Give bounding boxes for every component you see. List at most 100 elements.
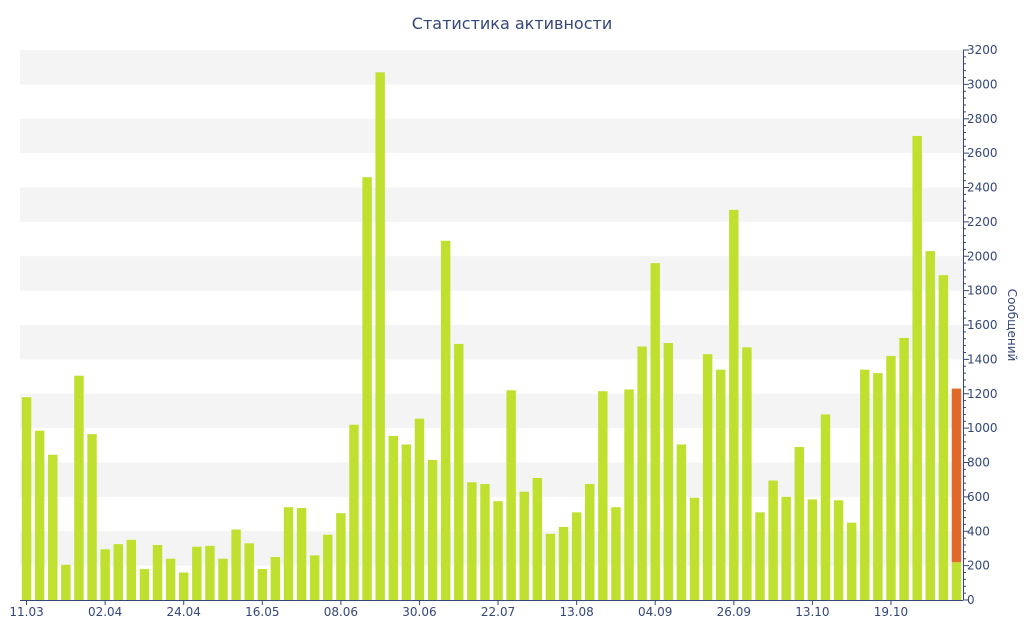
bar — [794, 447, 804, 600]
bar — [650, 263, 660, 600]
grid-band — [20, 50, 963, 85]
y-tick-label: 1600 — [967, 318, 998, 332]
x-tick-label: 22.07 — [481, 605, 515, 619]
bar — [283, 507, 294, 600]
x-tick-labels: 11.03 02.04 24.04 16.05 08.06 30.06 22.07 13.08… — [9, 605, 908, 619]
bar — [349, 424, 359, 600]
bar — [493, 501, 503, 600]
x-tick-label: 24.04 — [167, 605, 201, 619]
y-tick-label: 2000 — [967, 249, 998, 263]
bar — [663, 343, 674, 600]
bar — [676, 444, 687, 600]
y-tick-label: 0 — [967, 593, 975, 607]
bar — [375, 72, 385, 600]
bar — [545, 533, 556, 600]
bar — [598, 391, 608, 600]
axes-group — [20, 49, 969, 605]
bar — [74, 375, 84, 600]
bar — [689, 497, 700, 600]
bar — [454, 343, 464, 600]
bar — [401, 444, 412, 600]
bar — [506, 390, 516, 600]
bar — [702, 354, 713, 600]
bar — [467, 482, 477, 600]
grid-band — [20, 393, 963, 429]
grid-band — [20, 325, 963, 360]
y-tick-label: 2800 — [967, 112, 998, 126]
x-tick-label: 26.09 — [717, 605, 751, 619]
x-tick-label: 13.08 — [559, 605, 593, 619]
bar — [755, 512, 765, 600]
y-tick-label: 200 — [967, 559, 990, 573]
y-tick-label: 800 — [967, 456, 990, 470]
bar — [87, 434, 97, 600]
x-tick-label: 02.04 — [88, 605, 122, 619]
bar — [912, 135, 922, 600]
grid-band — [20, 462, 963, 497]
bar — [270, 557, 281, 600]
y-tick-label: 3200 — [967, 43, 998, 57]
bar — [427, 459, 438, 600]
bar — [637, 346, 647, 600]
bar — [139, 569, 150, 600]
grid-bands — [20, 50, 963, 566]
bar — [873, 373, 883, 600]
grid-band — [20, 256, 963, 291]
y-tick-label: 600 — [967, 490, 990, 504]
grid-band — [20, 531, 963, 566]
bar — [231, 529, 241, 600]
bar — [34, 430, 45, 600]
bar — [611, 507, 621, 600]
x-tick-label: 11.03 — [9, 605, 43, 619]
y-tick-label: 1000 — [967, 421, 998, 435]
bar — [925, 251, 935, 600]
bar — [585, 483, 595, 600]
bar — [126, 539, 137, 600]
y-tick-label: 1800 — [967, 284, 998, 298]
bar — [21, 397, 32, 600]
bar — [571, 512, 582, 600]
bar — [336, 513, 346, 600]
bar — [833, 500, 844, 600]
bar — [152, 545, 163, 600]
x-tick-label: 30.06 — [402, 605, 436, 619]
y-tick-label: 1200 — [967, 387, 998, 401]
y-tick-label: 2200 — [967, 215, 998, 229]
bar — [244, 543, 254, 600]
bar — [440, 240, 451, 600]
bar — [886, 355, 896, 600]
y-tick-label: 1400 — [967, 352, 998, 366]
chart-title: Статистика активности — [411, 14, 613, 33]
bar — [218, 558, 228, 600]
bar — [951, 562, 962, 600]
bar — [624, 389, 634, 600]
x-tick-label: 19.10 — [874, 605, 908, 619]
bar — [296, 508, 307, 600]
y-axis-title: Сообщений — [1005, 289, 1019, 362]
bar — [179, 572, 189, 600]
bar — [807, 499, 818, 600]
bar — [362, 177, 372, 600]
x-tick-label: 08.06 — [324, 605, 358, 619]
bar — [519, 491, 529, 600]
bar — [768, 480, 778, 600]
bar — [532, 477, 543, 600]
bar — [820, 414, 831, 600]
bar — [938, 275, 949, 600]
bar — [257, 569, 268, 600]
bar — [781, 496, 791, 600]
bar — [165, 558, 176, 600]
y-tick-label: 3000 — [967, 77, 998, 91]
grid-band — [20, 187, 963, 222]
bar — [48, 454, 58, 600]
grid-band — [20, 118, 963, 154]
bar — [480, 483, 490, 600]
x-tick-label: 04.09 — [638, 605, 672, 619]
bar — [558, 526, 569, 600]
bar — [846, 522, 857, 600]
bar — [414, 418, 425, 600]
x-tick-label: 13.10 — [795, 605, 829, 619]
bar — [192, 546, 202, 600]
bar — [113, 544, 123, 600]
